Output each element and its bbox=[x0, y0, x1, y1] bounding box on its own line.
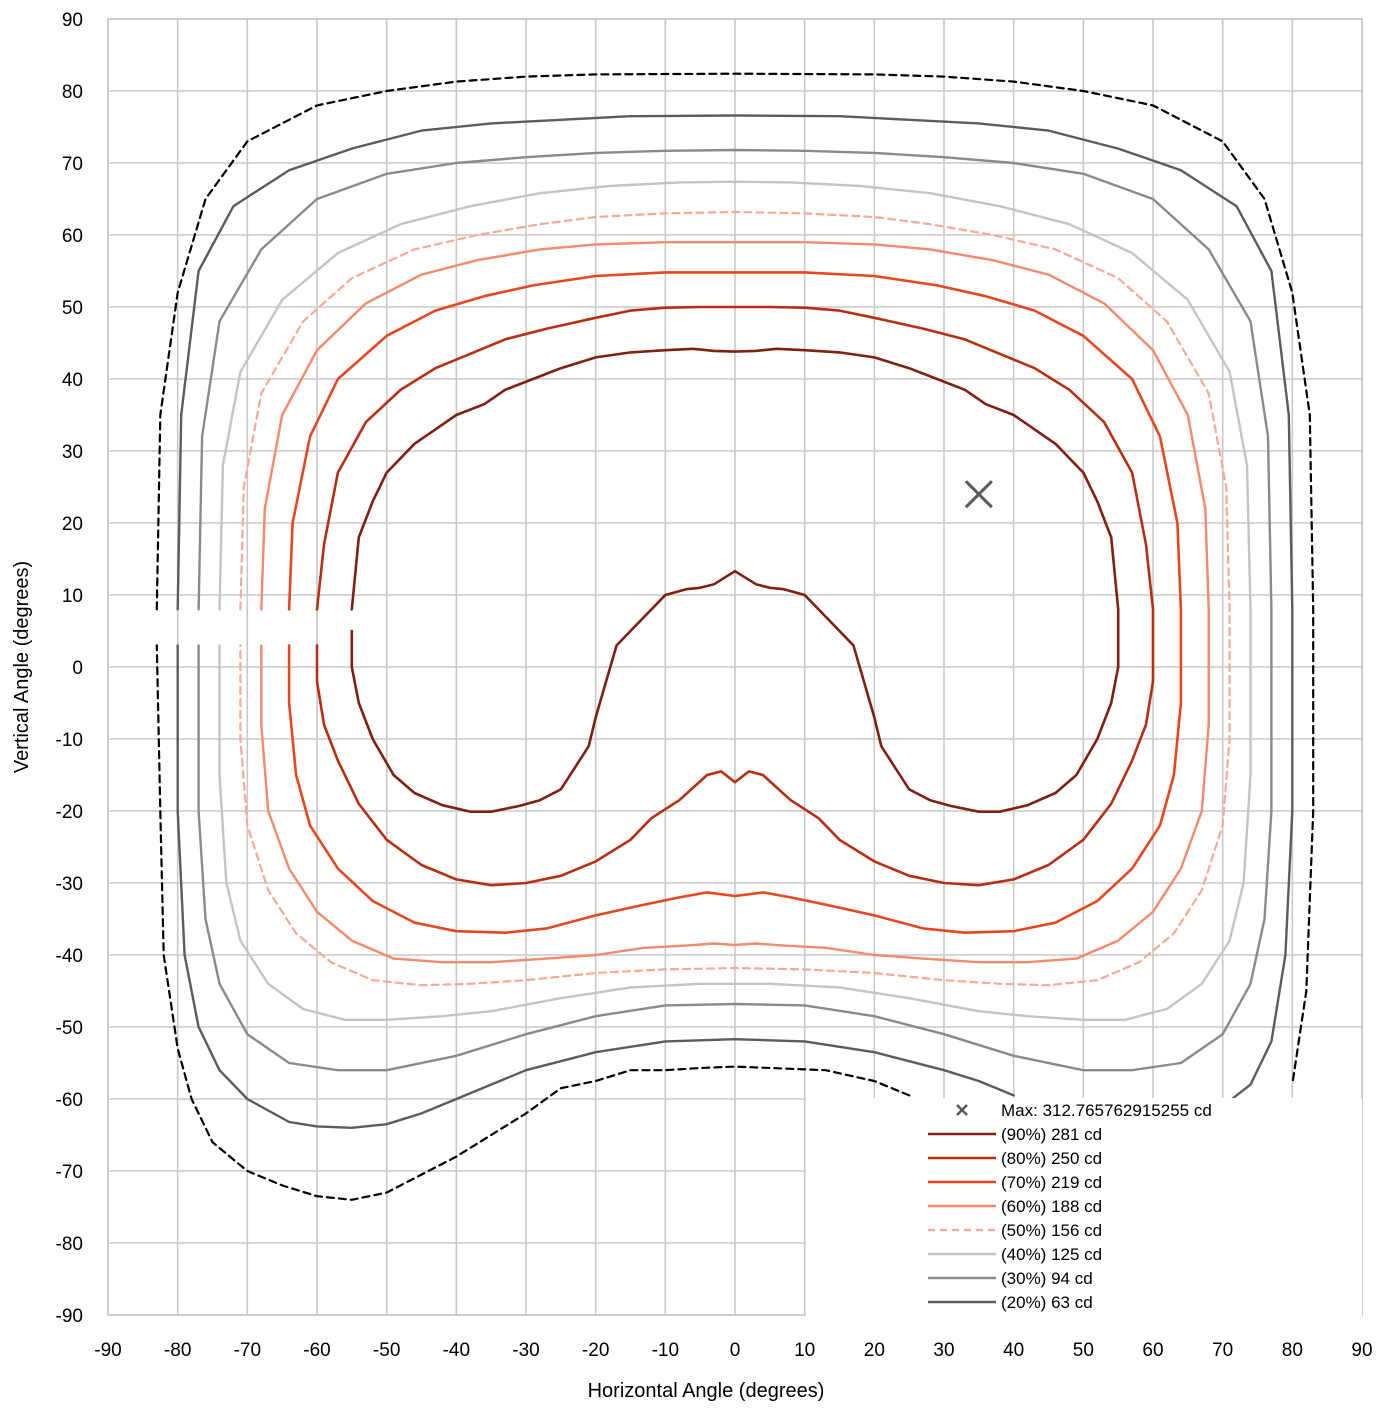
x-tick-label: 0 bbox=[730, 1340, 741, 1361]
x-tick-label: 70 bbox=[1212, 1340, 1233, 1361]
x-tick-label: -10 bbox=[652, 1340, 679, 1361]
y-tick-label: 90 bbox=[62, 10, 83, 31]
legend-label: (30%) 94 cd bbox=[1001, 1269, 1093, 1288]
y-tick-label: 80 bbox=[62, 82, 83, 103]
legend-label: (50%) 156 cd bbox=[1001, 1221, 1102, 1240]
y-tick-label: -90 bbox=[56, 1306, 83, 1327]
y-tick-label: 70 bbox=[62, 154, 83, 175]
contour-line-10 bbox=[155, 644, 911, 1201]
contour-line-7 bbox=[176, 114, 1294, 1108]
x-tick-label: 40 bbox=[1003, 1340, 1024, 1361]
x-tick-label: -40 bbox=[443, 1340, 470, 1361]
legend-label: (80%) 250 cd bbox=[1001, 1149, 1102, 1168]
y-tick-label: -80 bbox=[56, 1234, 83, 1255]
y-tick-label: 0 bbox=[72, 658, 83, 679]
legend-label: (70%) 219 cd bbox=[1001, 1173, 1102, 1192]
legend-label: (90%) 281 cd bbox=[1001, 1125, 1102, 1144]
y-tick-label: -20 bbox=[56, 802, 83, 823]
contour-line-8 bbox=[176, 644, 1015, 1130]
y-tick-label: 50 bbox=[62, 298, 83, 319]
y-tick-label: 30 bbox=[62, 442, 83, 463]
x-tick-label: -20 bbox=[582, 1340, 609, 1361]
max-marker-stroke bbox=[964, 480, 993, 509]
x-tick-label: -90 bbox=[94, 1340, 121, 1361]
y-tick-label: -60 bbox=[56, 1090, 83, 1111]
x-tick-label: -60 bbox=[303, 1340, 330, 1361]
max-marker bbox=[964, 480, 993, 509]
x-tick-label: 90 bbox=[1351, 1340, 1372, 1361]
y-tick-label: -70 bbox=[56, 1162, 83, 1183]
y-tick-label: -40 bbox=[56, 946, 83, 967]
legend-label: (60%) 188 cd bbox=[1001, 1197, 1102, 1216]
contour-line-4 bbox=[239, 210, 1231, 987]
x-tick-label: 80 bbox=[1282, 1340, 1303, 1361]
tick-labels: -90 -80 -70 -60 -50 -40 -30 -20 -10 0 10 20 30 40 50 60… bbox=[56, 10, 1373, 1361]
x-tick-label: 30 bbox=[933, 1340, 954, 1361]
x-tick-label: -80 bbox=[164, 1340, 191, 1361]
legend-max-symbol bbox=[956, 1104, 968, 1116]
contour-line-2 bbox=[287, 271, 1183, 935]
x-tick-label: -50 bbox=[373, 1340, 400, 1361]
legend-max-label: Max: 312.765762915255 cd bbox=[1001, 1101, 1212, 1120]
contour-line-5 bbox=[218, 180, 1252, 1021]
x-axis-title: Horizontal Angle (degrees) bbox=[588, 1380, 825, 1402]
legend: Max: 312.765762915255 cd (90%) 281 cd (80%… bbox=[806, 1098, 1362, 1316]
legend-label: (20%) 63 cd bbox=[1001, 1293, 1093, 1312]
plot-area-border bbox=[107, 18, 1363, 1316]
contour-line-0 bbox=[350, 347, 1120, 814]
x-tick-label: 50 bbox=[1073, 1340, 1094, 1361]
contour-line-9 bbox=[155, 72, 1315, 1086]
legend-box bbox=[806, 1098, 1362, 1316]
contour-line-3 bbox=[260, 240, 1210, 964]
x-tick-label: -30 bbox=[512, 1340, 539, 1361]
series-group bbox=[155, 72, 1315, 1201]
y-tick-label: 10 bbox=[62, 586, 83, 607]
y-tick-label: -30 bbox=[56, 874, 83, 895]
legend-label: (40%) 125 cd bbox=[1001, 1245, 1102, 1264]
x-tick-label: -70 bbox=[234, 1340, 261, 1361]
y-tick-label: 40 bbox=[62, 370, 83, 391]
contour-line-6 bbox=[197, 148, 1273, 1072]
y-tick-label: 20 bbox=[62, 514, 83, 535]
x-tick-label: 60 bbox=[1142, 1340, 1163, 1361]
x-tick-label: 10 bbox=[794, 1340, 815, 1361]
x-tick-label: 20 bbox=[864, 1340, 885, 1361]
y-axis-title: Vertical Angle (degrees) bbox=[11, 561, 33, 773]
y-tick-label: -50 bbox=[56, 1018, 83, 1039]
contour-line-1 bbox=[315, 305, 1155, 887]
y-tick-label: -10 bbox=[56, 730, 83, 751]
y-tick-label: 60 bbox=[62, 226, 83, 247]
